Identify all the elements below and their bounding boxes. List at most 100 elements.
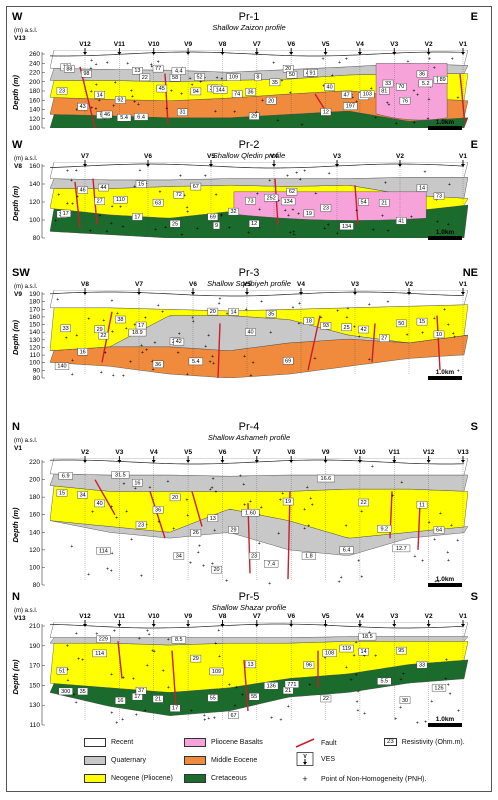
pnh-mark: +: [202, 563, 205, 569]
ves-label: V12: [423, 449, 435, 456]
resistivity-box: [133, 113, 149, 121]
y-tick-label: 140: [29, 529, 40, 536]
resistivity-value: 18.9: [132, 330, 143, 336]
y-axis: 210 190 170 150 130 110 Depth (m): [11, 623, 45, 729]
resistivity-label: 109: [209, 667, 224, 676]
resistivity-label: 109: [226, 73, 241, 81]
pnh-mark: +: [151, 359, 154, 365]
layer-basalts: [375, 63, 448, 121]
resistivity-label: 96: [303, 661, 315, 669]
resistivity-box: [379, 334, 390, 342]
resistivity-label: 62: [286, 188, 298, 196]
ves-label: V8: [287, 449, 295, 456]
pnh-mark: +: [213, 528, 216, 534]
legend-neogene-swatch: [84, 774, 106, 783]
pnh-mark: +: [258, 541, 261, 547]
resistivity-value: 91: [310, 70, 316, 76]
ves-arrow-head: [83, 460, 87, 463]
resistivity-label: 8.5: [171, 635, 186, 644]
resistivity-value: 81: [381, 88, 387, 94]
resistivity-value: 67: [193, 184, 199, 190]
resistivity-label: 14: [416, 184, 428, 192]
pnh-mark: +: [357, 689, 360, 695]
resistivity-label: 35: [77, 687, 88, 696]
resistivity-value: 197: [346, 104, 355, 110]
resistivity-label: 140: [54, 362, 70, 370]
resistivity-value: 20: [268, 98, 274, 104]
y-tick-label: 200: [29, 79, 40, 86]
ves-label: V3: [351, 281, 359, 288]
resistivity-label: 114: [96, 547, 111, 555]
resistivity-label: 23: [135, 521, 147, 529]
resistivity-label: 89: [437, 75, 449, 84]
resistivity-box: [173, 552, 185, 560]
resistivity-label: 4.4: [171, 67, 186, 75]
resistivity-box: [431, 684, 447, 692]
ves-arrow-head: [220, 460, 225, 463]
resistivity-label: 34: [77, 491, 88, 499]
resistivity-box: [209, 667, 224, 676]
pnh-mark: +: [402, 671, 405, 677]
resistivity-value: 36: [155, 507, 161, 513]
ves-label: V5: [184, 449, 192, 456]
pnh-mark: +: [218, 301, 221, 307]
resistivity-label: 108: [322, 649, 337, 657]
resistivity-label: 29: [94, 325, 105, 333]
ves-station: V6: [287, 41, 296, 124]
resistivity-box: [416, 661, 428, 669]
pnh-mark: +: [122, 676, 125, 682]
ves-station: V6: [189, 281, 197, 374]
pnh-mark: +: [203, 713, 206, 719]
ves-label: V5: [207, 153, 215, 160]
resistivity-label: 64: [433, 526, 445, 534]
resistivity-box: [341, 91, 352, 99]
ves-arrow-head: [83, 164, 87, 167]
resistivity-label: 52: [194, 73, 205, 81]
ves-label: V11: [114, 613, 126, 620]
pnh-mark: +: [355, 672, 358, 678]
resistivity-box: [212, 221, 220, 230]
resistivity-box: [269, 78, 281, 87]
resistivity-label: 19: [303, 209, 315, 218]
ves-label: V10: [148, 613, 160, 620]
fault-line: [287, 491, 291, 580]
resistivity-box: [245, 660, 256, 669]
pnh-mark: +: [196, 226, 199, 232]
resistivity-box: [190, 529, 202, 537]
scale-bar: [428, 126, 462, 130]
resistivity-box: [264, 682, 279, 690]
resistivity-label: 74: [231, 90, 243, 98]
resistivity-value: 41: [398, 218, 404, 224]
resistivity-box: [77, 348, 88, 356]
resistivity-value: 14: [419, 186, 425, 192]
pnh-mark: +: [429, 84, 432, 90]
resistivity-box: [307, 69, 318, 77]
ves-label: V10: [354, 449, 366, 456]
resistivity-box: [56, 87, 68, 95]
fault-line: [94, 479, 116, 516]
resistivity-value: 26: [193, 530, 199, 536]
resistivity-label: 41: [396, 217, 407, 225]
pnh-mark: +: [140, 343, 143, 349]
pnh-mark: +: [320, 315, 323, 321]
resistivity-value: 51: [59, 668, 65, 674]
ves-arrow-head: [392, 460, 397, 463]
resistivity-label: 1.60: [241, 509, 260, 517]
resistivity-value: 140: [57, 364, 66, 370]
resistivity-value: 12: [323, 109, 329, 115]
resistivity-box: [358, 325, 369, 334]
resistivity-box: [281, 197, 296, 206]
pnh-mark: +: [191, 82, 194, 88]
ves-station: V4: [356, 613, 364, 721]
pnh-mark: +: [104, 350, 107, 356]
y-tick-label: 120: [29, 199, 40, 206]
resistivity-value: 17: [172, 706, 178, 712]
resistivity-label: 11: [416, 501, 428, 509]
resistivity-value: 300: [61, 689, 70, 695]
resistivity-box: [317, 474, 335, 483]
resistivity-value: 21: [155, 696, 161, 702]
resistivity-value: 29: [97, 327, 103, 333]
resistivity-box: [226, 73, 241, 81]
pnh-mark: +: [167, 637, 170, 643]
